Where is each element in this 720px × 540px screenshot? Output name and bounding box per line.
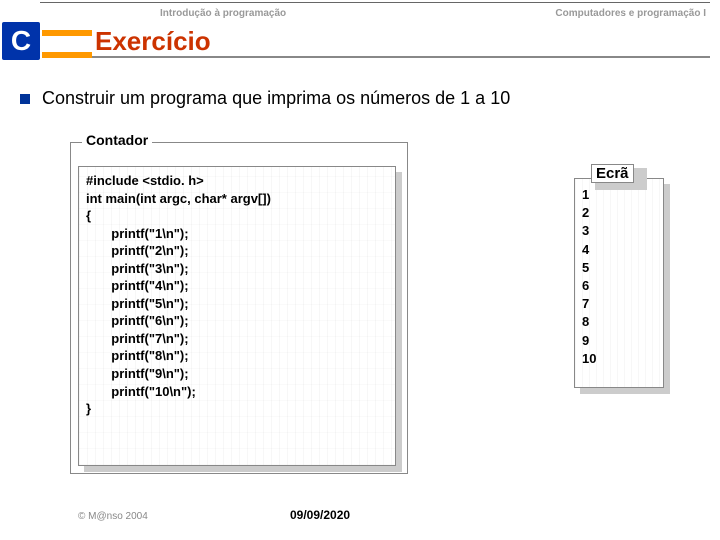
body-text: Construir um programa que imprima os núm… <box>42 88 510 109</box>
output-box-label: Ecrã <box>591 164 634 183</box>
top-divider <box>40 2 710 3</box>
header-right: Computadores e programação I <box>555 8 706 19</box>
footer-date: 09/09/2020 <box>290 508 350 522</box>
code-box-label: Contador <box>82 132 152 148</box>
accent-bar-top <box>42 30 92 36</box>
logo-c-icon: C <box>2 22 40 60</box>
code-content: #include <stdio. h> int main(int argc, c… <box>86 172 271 418</box>
footer-copyright: © M@nso 2004 <box>78 511 148 522</box>
accent-bar-bottom <box>42 52 92 58</box>
bullet-icon <box>20 94 30 104</box>
output-content: 1 2 3 4 5 6 7 8 9 10 <box>582 186 596 368</box>
slide-title: Exercício <box>95 26 211 57</box>
header-left: Introdução à programação <box>160 8 286 19</box>
